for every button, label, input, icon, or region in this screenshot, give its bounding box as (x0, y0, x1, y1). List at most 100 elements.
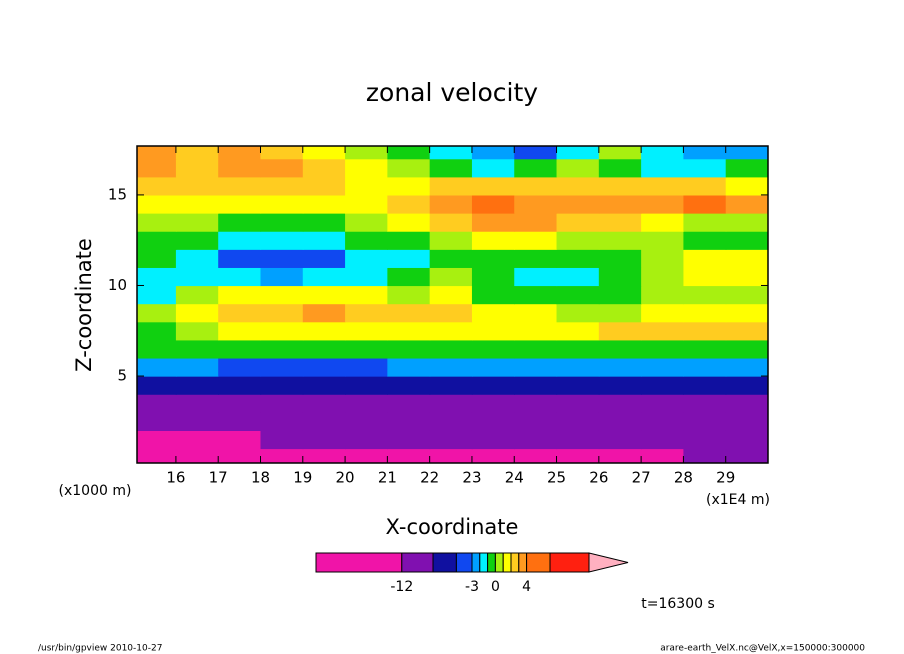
cell (641, 176, 685, 196)
cell (471, 146, 515, 160)
y-tick-label: 5 (117, 367, 127, 385)
cell (429, 394, 473, 413)
cell (137, 303, 177, 323)
cell (387, 303, 431, 323)
colorbar-tick-label: 4 (522, 579, 531, 595)
cell (514, 321, 558, 341)
cell (387, 448, 431, 463)
cell (514, 357, 558, 377)
cell (137, 194, 177, 214)
cell (345, 339, 388, 359)
colorbar-segment (432, 552, 457, 573)
cell (683, 249, 727, 268)
cell (429, 321, 473, 341)
colorbar: -12 -3 0 4 (315, 552, 629, 595)
cell (387, 194, 431, 214)
cell (345, 285, 388, 305)
colorbar-segment (487, 552, 496, 573)
cell (218, 267, 262, 287)
cell (641, 285, 685, 305)
cell (260, 357, 304, 377)
cell (556, 321, 600, 341)
cell (218, 158, 262, 178)
cell (260, 176, 304, 196)
x-tick-label: 18 (251, 469, 270, 487)
cell (387, 394, 431, 413)
cell (598, 285, 642, 305)
y-axis-label: Z-coordinate (72, 238, 96, 372)
colorbar-segment (479, 552, 489, 573)
cell (137, 158, 177, 178)
cell (137, 430, 177, 450)
cell (387, 267, 431, 287)
cell (471, 158, 515, 178)
cell (218, 339, 262, 359)
cell (641, 394, 685, 413)
cell (556, 194, 600, 214)
cell (387, 231, 431, 250)
cell (514, 430, 558, 450)
cell (302, 412, 346, 431)
cell (387, 321, 431, 341)
x-tick-label: 22 (420, 469, 439, 487)
cell (137, 285, 177, 305)
cell (345, 394, 388, 413)
cell (683, 194, 727, 214)
cell (175, 285, 219, 305)
cell (598, 430, 642, 450)
field (137, 146, 768, 463)
cell (175, 339, 219, 359)
cell (345, 267, 388, 287)
cell (556, 303, 600, 323)
cell (302, 231, 346, 250)
cell (387, 176, 431, 196)
cell (556, 376, 600, 395)
colorbar-segment (526, 552, 551, 573)
cell (175, 303, 219, 323)
cell (175, 176, 219, 196)
cell (641, 357, 685, 377)
cell (471, 285, 515, 305)
x-tick-label: 26 (589, 469, 608, 487)
cell (345, 357, 388, 377)
cell (345, 249, 388, 268)
cell (302, 339, 346, 359)
cell (302, 376, 346, 395)
cell (387, 376, 431, 395)
cell (514, 376, 558, 395)
cell (471, 357, 515, 377)
cell (175, 376, 219, 395)
cell (598, 303, 642, 323)
cell (345, 231, 388, 250)
colorbar-segment (455, 552, 473, 573)
x-tick-label: 24 (505, 469, 524, 487)
cell (514, 249, 558, 268)
cell (514, 194, 558, 214)
x-tick-label: 27 (632, 469, 651, 487)
cell (345, 376, 388, 395)
x-tick-label: 17 (209, 469, 228, 487)
x-units: (x1E4 m) (706, 492, 770, 508)
cell (641, 376, 685, 395)
cell (218, 376, 262, 395)
cell (641, 231, 685, 250)
cell (429, 448, 473, 463)
cell (137, 231, 177, 250)
cell (175, 267, 219, 287)
cell (556, 285, 600, 305)
cell (218, 303, 262, 323)
cell (387, 412, 431, 431)
cell (429, 357, 473, 377)
cell (218, 146, 262, 160)
cell (175, 394, 219, 413)
plot-frame (136, 145, 769, 464)
cell (683, 303, 727, 323)
cell (175, 231, 219, 250)
x-tick-label: 21 (378, 469, 397, 487)
cell (598, 146, 642, 160)
cell (556, 267, 600, 287)
cell (429, 194, 473, 214)
cell (302, 430, 346, 450)
cell (260, 303, 304, 323)
cell (218, 176, 262, 196)
